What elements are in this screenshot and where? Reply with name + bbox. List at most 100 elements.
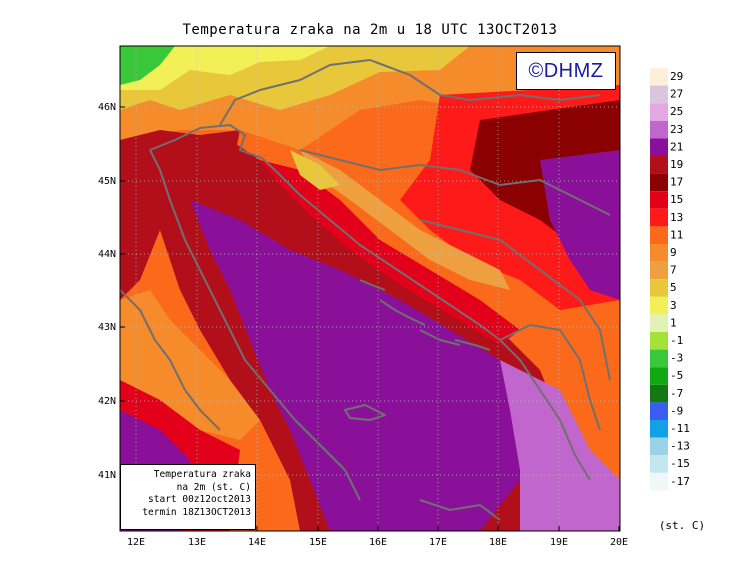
legend-level-label: 1 [670, 316, 677, 329]
legend-unit: (st. C) [659, 519, 705, 532]
legend-level-label: 3 [670, 299, 677, 312]
legend-level-label: 7 [670, 264, 677, 277]
info-line-level: na 2m (st. C) [176, 481, 251, 493]
legend-level-label: 9 [670, 246, 677, 259]
y-tick-45n: 45N [98, 176, 116, 187]
dhmz-logo: ©DHMZ [516, 52, 616, 90]
legend-colorbar [650, 68, 668, 491]
plot-frame [119, 45, 621, 532]
legend-swatch [650, 226, 668, 244]
field-east-purple [540, 150, 620, 300]
legend-level-label: -11 [670, 422, 690, 435]
legend-level-label: -17 [670, 475, 690, 488]
legend-swatch [650, 472, 668, 491]
y-tick-46n: 46N [98, 102, 116, 113]
legend-level-label: 13 [670, 211, 683, 224]
legend-swatch [650, 332, 668, 350]
legend-level-label: 5 [670, 281, 677, 294]
legend-swatch [650, 103, 668, 121]
legend-swatch [650, 191, 668, 209]
legend-level-label: 11 [670, 228, 683, 241]
temperature-field [120, 46, 620, 531]
legend-swatch [650, 420, 668, 438]
x-tick-20e: 20E [610, 537, 628, 548]
legend-level-label: -1 [670, 334, 683, 347]
legend-labels: 29 27 25 23 21 19 17 15 13 11 9 7 5 3 1 -1 -3 -5 -7 -9 -11 -1… [670, 70, 690, 488]
island-chain-4 [454, 339, 491, 351]
field-coast-strip [260, 160, 520, 345]
east-adriatic-coast [149, 124, 591, 481]
island-chain-1 [379, 299, 426, 326]
island-chain-3 [419, 329, 461, 346]
field-ionian [500, 360, 620, 531]
legend-swatch [650, 367, 668, 385]
legend-swatch [650, 85, 668, 104]
x-tick-13e: 13E [188, 537, 206, 548]
field-alps-peaks [120, 46, 175, 85]
legend-level-label: 29 [670, 70, 683, 83]
field-adriatic-sea [190, 200, 520, 531]
legend-level-label: -9 [670, 404, 683, 417]
montenegro-border [499, 324, 601, 431]
grid-lines [120, 46, 620, 531]
x-tick-16e: 16E [369, 537, 387, 548]
x-tick-18e: 18E [489, 537, 507, 548]
legend-swatch [650, 68, 668, 86]
legend-level-label: -7 [670, 387, 683, 400]
x-tick-15e: 15E [309, 537, 327, 548]
legend-swatch [650, 138, 668, 156]
y-tick-43n: 43N [98, 322, 116, 333]
info-line-variable: Temperatura zraka [153, 469, 251, 480]
bosnia-border [419, 219, 611, 381]
italy-east-coast [149, 149, 361, 501]
italy-west-coast [120, 289, 221, 431]
legend-level-label: 15 [670, 193, 683, 206]
legend-swatch [650, 314, 668, 332]
y-tick-41n: 41N [98, 470, 116, 481]
legend-level-label: -13 [670, 440, 690, 453]
legend-swatch [650, 455, 668, 473]
legend-swatch [650, 402, 668, 420]
northern-border [219, 59, 601, 126]
field-alps-high [120, 46, 330, 90]
gargano [344, 404, 386, 421]
legend-level-label: 19 [670, 158, 683, 171]
x-tick-labels: 12E 13E 14E 15E 16E 17E 18E 19E 20E [127, 537, 628, 548]
field-gorski [290, 150, 340, 190]
legend-swatch [650, 244, 668, 262]
field-dinaric [300, 150, 510, 290]
legend-level-label: -5 [670, 369, 683, 382]
legend-swatch [650, 120, 668, 139]
legend-swatch [650, 349, 668, 368]
legend-swatch [650, 156, 668, 174]
legend-level-label: -15 [670, 457, 690, 470]
legend-swatch [650, 384, 668, 403]
legend-swatch [650, 279, 668, 297]
legend-level-label: 25 [670, 105, 683, 118]
legend-level-label: -3 [670, 352, 683, 365]
info-line-termin: termin 18Z13OCT2013 [142, 506, 251, 518]
island-chain-2 [359, 279, 386, 291]
x-tick-17e: 17E [429, 537, 447, 548]
coastlines-borders [120, 59, 611, 521]
legend-swatch [650, 296, 668, 315]
legend-level-label: 17 [670, 176, 683, 189]
legend-swatch [650, 173, 668, 192]
legend-swatch [650, 261, 668, 280]
info-line-start: start 00z12oct2013 [148, 494, 251, 505]
info-box: Temperatura zraka na 2m (st. C) start 00… [120, 464, 256, 530]
y-tick-44n: 44N [98, 249, 116, 260]
x-tick-19e: 19E [550, 537, 568, 548]
map-title: Temperatura zraka na 2m u 18 UTC 13OCT20… [182, 22, 558, 38]
x-tick-12e: 12E [127, 537, 145, 548]
legend-level-label: 27 [670, 88, 683, 101]
legend-level-label: 23 [670, 123, 683, 136]
y-tick-42n: 42N [98, 396, 116, 407]
legend-swatch [650, 437, 668, 456]
legend-swatch [650, 208, 668, 227]
croatia-north-border [299, 149, 611, 216]
y-tick-labels: 46N 45N 44N 43N 42N 41N [98, 102, 116, 481]
legend-level-label: 21 [670, 140, 683, 153]
x-tick-14e: 14E [248, 537, 266, 548]
